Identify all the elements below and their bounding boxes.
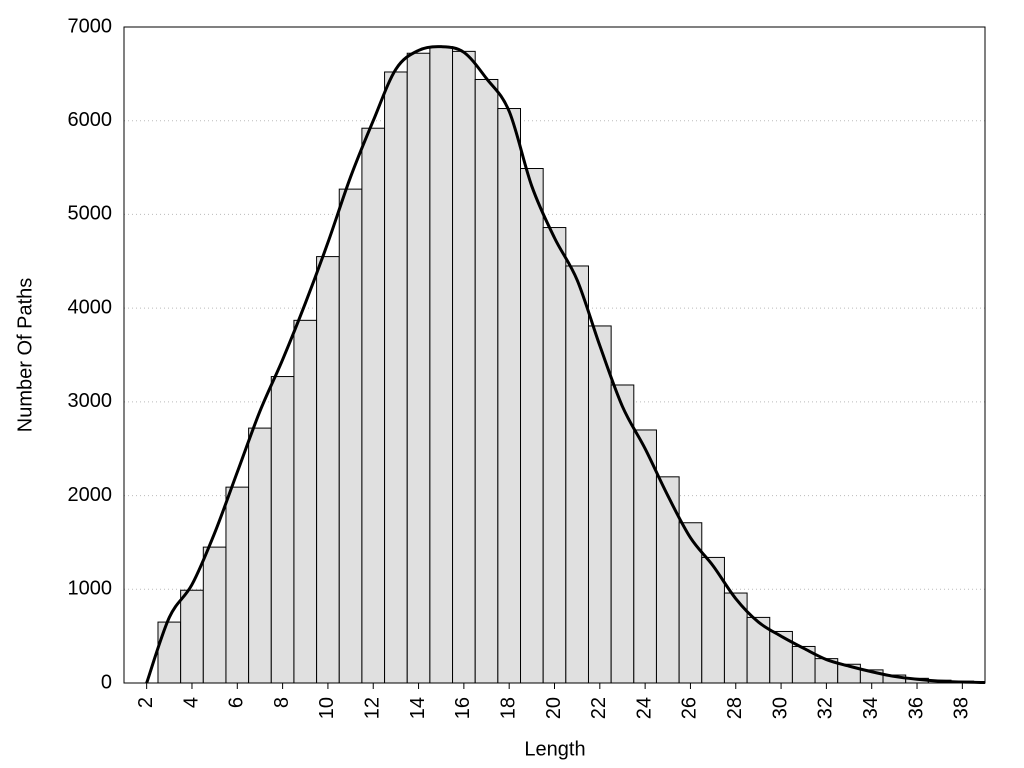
x-tick-label: 2 <box>135 697 157 708</box>
x-tick-label: 18 <box>497 697 519 719</box>
bar <box>293 319 318 684</box>
bar <box>497 108 522 684</box>
bar <box>429 46 454 684</box>
bar <box>610 384 635 684</box>
x-tick-label: 30 <box>769 697 791 719</box>
x-tick-label: 34 <box>860 697 882 719</box>
y-tick-label: 0 <box>101 671 112 693</box>
x-tick-label: 10 <box>316 697 338 719</box>
x-tick-label: 36 <box>905 697 927 719</box>
x-tick-label: 20 <box>543 697 565 719</box>
bar <box>655 476 680 684</box>
bar <box>225 486 250 684</box>
plot-frame <box>123 26 986 684</box>
x-tick-label: 28 <box>724 697 746 719</box>
bar <box>361 127 386 684</box>
bar <box>316 256 340 684</box>
bar <box>520 168 544 684</box>
bar <box>474 78 499 684</box>
x-tick-label: 14 <box>407 697 429 719</box>
y-tick-label: 5000 <box>68 203 113 225</box>
bar <box>384 71 408 684</box>
x-tick-label: 22 <box>588 697 610 719</box>
bar <box>180 589 204 684</box>
y-tick-label: 4000 <box>68 296 113 318</box>
bar <box>565 265 589 684</box>
x-tick-label: 8 <box>271 697 293 708</box>
bar <box>587 325 612 684</box>
y-axis-label: Number Of Paths <box>14 278 36 433</box>
y-tick-label: 2000 <box>68 484 113 506</box>
y-tick-label: 1000 <box>68 578 113 600</box>
x-tick-label: 32 <box>815 697 837 719</box>
x-tick-label: 16 <box>452 697 474 719</box>
trend-line <box>145 45 986 685</box>
bar <box>270 376 295 684</box>
y-tick-label: 3000 <box>68 390 113 412</box>
bar <box>157 621 182 684</box>
y-tick-label: 6000 <box>68 109 113 131</box>
bar <box>338 188 363 684</box>
x-tick-label: 26 <box>679 697 701 719</box>
x-axis-label: Length <box>524 738 585 760</box>
bar <box>248 427 272 684</box>
x-tick-label: 4 <box>180 697 202 708</box>
y-tick-label: 7000 <box>68 15 113 37</box>
bar <box>406 52 431 684</box>
x-tick-label: 6 <box>226 697 248 708</box>
bar <box>452 50 476 684</box>
x-tick-label: 38 <box>951 697 973 719</box>
x-tick-label: 12 <box>362 697 384 719</box>
bar <box>202 546 227 684</box>
x-tick-label: 24 <box>633 697 655 719</box>
bar <box>542 227 567 684</box>
